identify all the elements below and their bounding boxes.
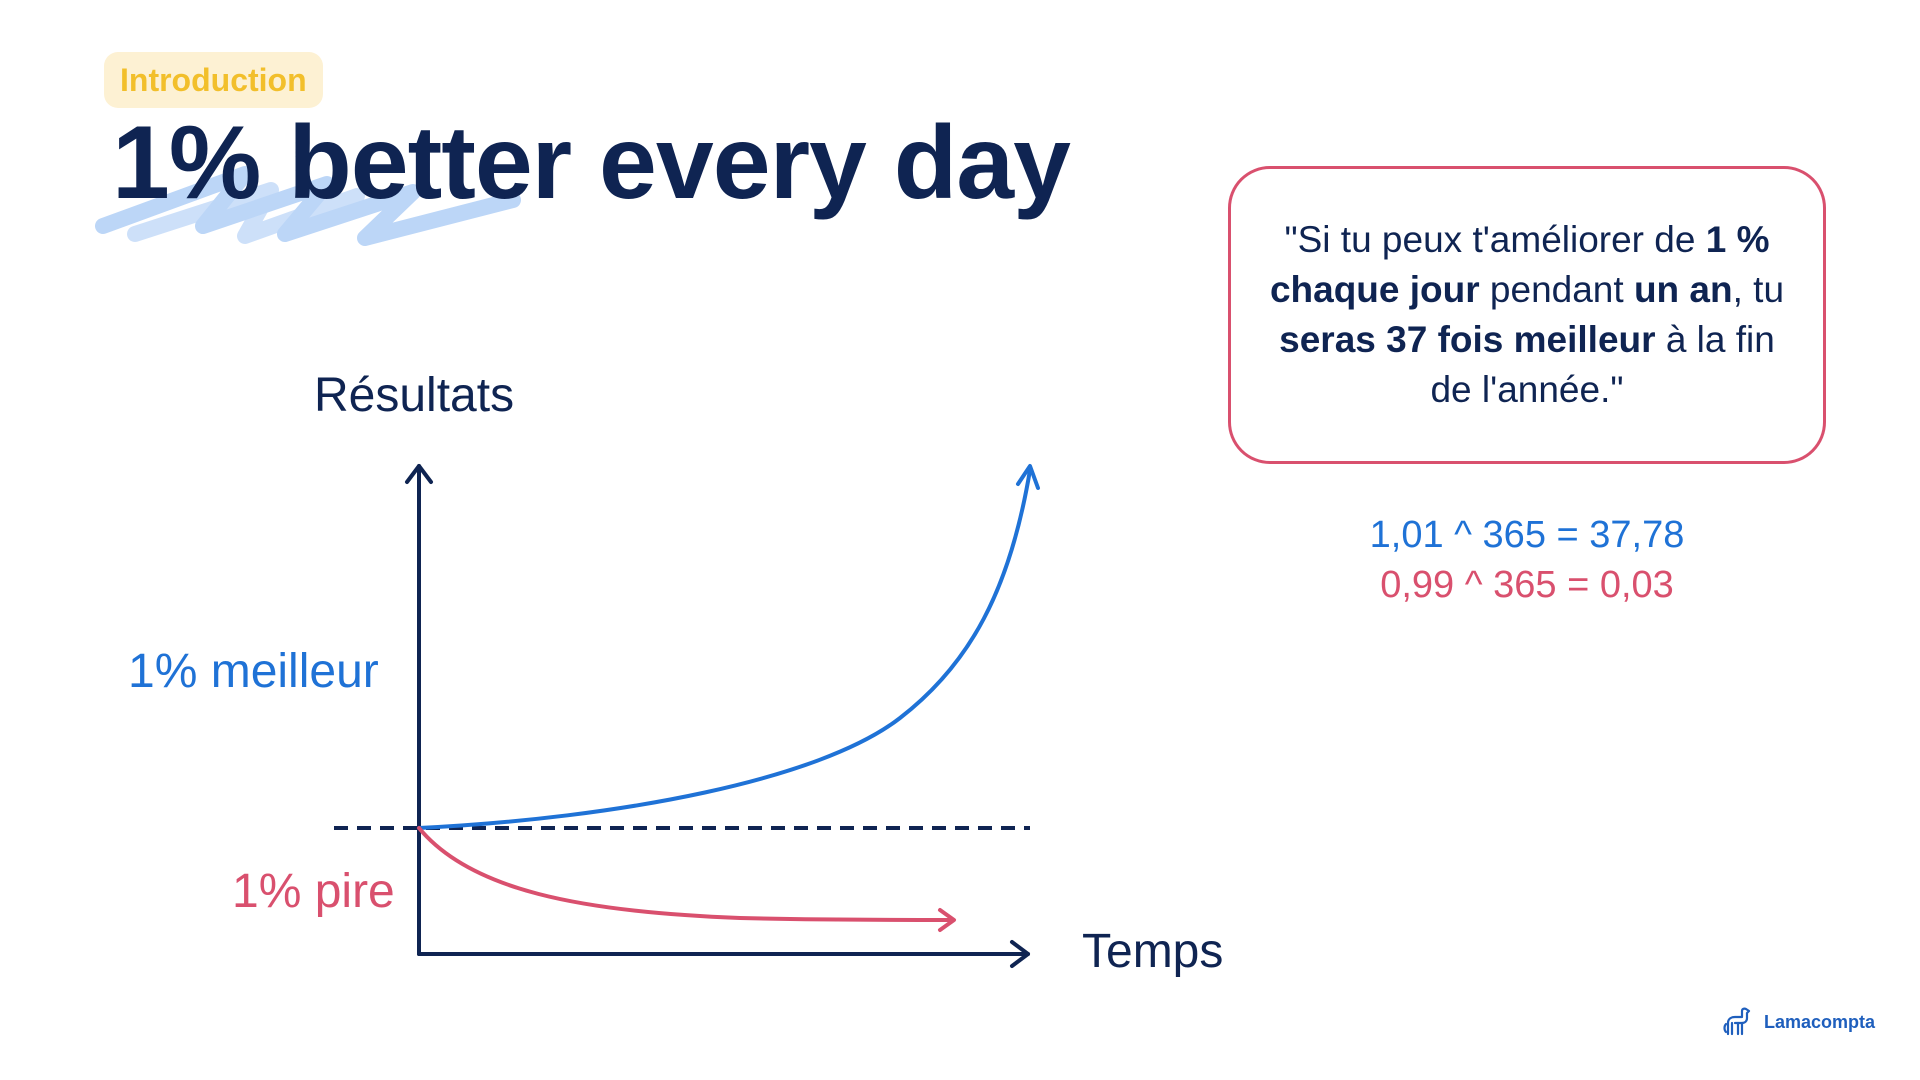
quote-part-bold: seras 37 fois meilleur bbox=[1279, 319, 1656, 360]
quote-part: "Si tu peux t'améliorer de bbox=[1284, 219, 1706, 260]
y-axis bbox=[405, 464, 433, 956]
quote-part: à la fin de l'année." bbox=[1430, 319, 1775, 410]
quote-part: , tu bbox=[1732, 269, 1785, 310]
brand-name: Lamacompta bbox=[1764, 1012, 1876, 1032]
page-title: 1% better every day bbox=[112, 105, 1071, 221]
worse-curve bbox=[417, 826, 956, 932]
equation-decline: 0,99 ^ 365 = 0,03 bbox=[1380, 564, 1674, 606]
section-tag: Introduction bbox=[104, 52, 323, 108]
quote-part: pendant bbox=[1479, 269, 1634, 310]
x-axis bbox=[417, 940, 1030, 968]
brand-logo: Lamacompta bbox=[1722, 1004, 1875, 1040]
llama-icon bbox=[1723, 1007, 1751, 1036]
better-curve bbox=[417, 464, 1040, 830]
better-label: 1% meilleur bbox=[128, 645, 379, 698]
worse-label: 1% pire bbox=[232, 865, 395, 918]
brush-highlight bbox=[95, 166, 521, 246]
x-axis-label: Temps bbox=[1082, 925, 1224, 978]
quote-part-bold: un an bbox=[1633, 269, 1733, 310]
quote-box: "Si tu peux t'améliorer de 1 % chaque jo… bbox=[1228, 166, 1826, 464]
quote-part-bold: 1 % chaque jour bbox=[1269, 219, 1770, 310]
y-axis-label: Résultats bbox=[314, 369, 515, 422]
quote-text: "Si tu peux t'améliorer de 1 % chaque jo… bbox=[1265, 215, 1789, 415]
equation-improve: 1,01 ^ 365 = 37,78 bbox=[1369, 514, 1685, 556]
